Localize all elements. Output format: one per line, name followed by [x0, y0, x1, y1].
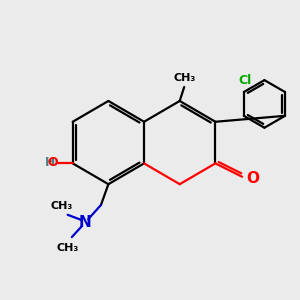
Text: H: H	[44, 156, 55, 169]
Text: N: N	[78, 215, 91, 230]
Text: CH₃: CH₃	[173, 73, 195, 83]
Text: CH₃: CH₃	[56, 243, 79, 253]
Text: O: O	[246, 171, 259, 186]
Text: CH₃: CH₃	[51, 201, 73, 211]
Text: Cl: Cl	[239, 74, 252, 87]
Text: O: O	[47, 156, 58, 169]
